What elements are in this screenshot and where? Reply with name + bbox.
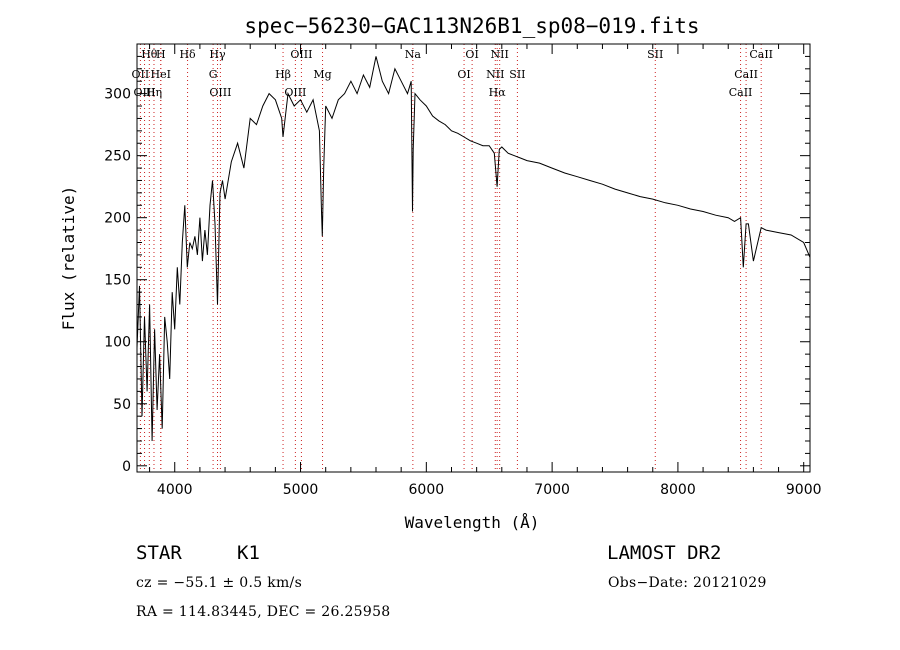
marker-label-0: Hθ [141,48,158,61]
y-axis-label: Flux (relative) [59,186,78,331]
marker-label-9: OIII [209,86,231,99]
marker-label-18: OI [457,68,470,81]
y-tick-label-3: 150 [104,273,131,289]
marker-label-13: Mg [313,68,331,81]
marker-label-20: SII [509,68,525,81]
marker-label-6: Hδ [179,48,196,61]
survey-name: LAMOST DR2 [607,542,722,564]
x-tick-label-5: 9000 [786,482,822,498]
marker-label-7: Hγ [209,48,226,61]
x-tick-label-1: 5000 [283,482,319,498]
y-tick-label-5: 250 [104,149,131,165]
spectral-line-markers [139,44,762,472]
marker-label-10: OIII [290,48,312,61]
coordinates: RA = 114.83445, DEC = 26.25958 [136,604,391,620]
x-tick-label-2: 6000 [409,482,445,498]
marker-label-22: CaII [749,48,773,61]
plot-frame [136,43,811,473]
y-axis: 0 50 100 150 200 250 300 [104,55,810,475]
y-tick-label-2: 100 [104,335,131,351]
object-class: STAR [136,542,182,564]
marker-label-3: H [156,48,166,61]
y-tick-label-6: 300 [104,87,131,103]
marker-label-17: NII [486,68,504,81]
marker-label-1: OII [132,68,150,81]
object-subclass: K1 [237,542,260,564]
x-tick-label-4: 8000 [660,482,696,498]
x-axis-label: Wavelength (Å) [405,513,540,532]
redshift-value: cz = −55.1 ± 0.5 km/s [136,575,303,591]
marker-label-21: SII [647,48,663,61]
marker-label-15: NII [491,48,509,61]
marker-label-19: Hα [489,86,507,99]
x-tick-label-3: 7000 [534,482,570,498]
y-tick-label-0: 0 [122,459,131,475]
marker-label-12: OIII [284,86,306,99]
marker-label-23: CaII [734,68,758,81]
marker-label-11: Hβ [275,68,291,81]
y-tick-label-1: 50 [113,397,131,413]
marker-label-8: G [209,68,218,81]
x-axis: 4000 5000 6000 7000 8000 9000 [149,44,822,498]
marker-label-2: OIII [134,86,156,99]
marker-label-24: CaII [729,86,753,99]
observation-date: Obs−Date: 20121029 [608,575,767,591]
y-tick-label-4: 200 [104,211,131,227]
marker-label-5: Hη [146,86,162,99]
chart-title: spec−56230−GAC113N26B1_sp08−019.fits [244,14,699,38]
x-tick-label-0: 4000 [157,482,193,498]
marker-label-14: Na [405,48,422,61]
marker-label-16: OI [465,48,478,61]
marker-label-4: HeI [151,68,171,81]
spectrum-series-line [136,56,811,442]
